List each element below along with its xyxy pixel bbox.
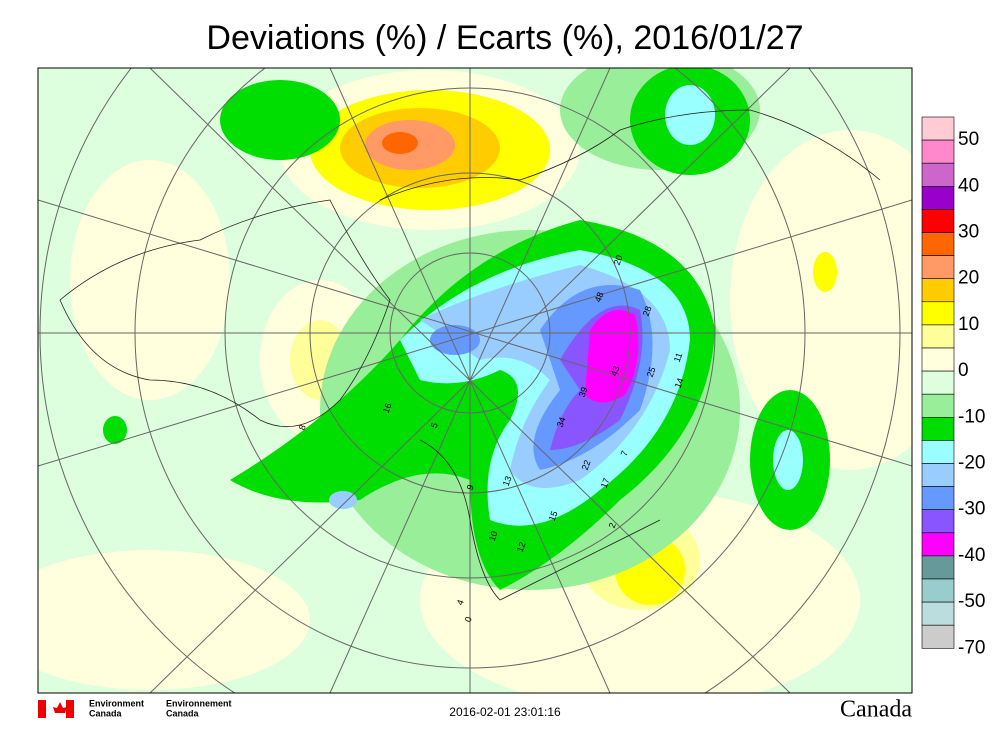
contour-label: 14: [673, 377, 686, 390]
map: [38, 68, 912, 693]
legend-swatch: [921, 370, 955, 395]
legend-swatch: [921, 162, 955, 187]
contour-label: 8: [297, 423, 308, 431]
legend-swatch: [921, 209, 955, 233]
legend-label: -70: [958, 637, 985, 658]
map-frame: [37, 67, 913, 694]
wordmark: Canada: [840, 697, 912, 723]
contour-label: 17: [599, 477, 612, 490]
contour-label: 34: [555, 416, 568, 429]
legend-swatch: [921, 463, 955, 487]
legend-label: 30: [958, 222, 979, 243]
contour-label: 2: [607, 521, 618, 529]
contour-label: 7: [619, 449, 630, 457]
contour-label: 4: [455, 598, 466, 606]
title: Deviations (%) / Ecarts (%), 2016/01/27: [206, 19, 803, 57]
legend-swatch: [921, 393, 955, 418]
dept-en: Environment: [89, 698, 144, 708]
legend-swatch: [921, 232, 955, 256]
legend-label: -10: [958, 406, 985, 427]
legend-label: 40: [958, 175, 979, 196]
contour-label: 0: [463, 615, 474, 623]
contour-label: 10: [487, 530, 500, 543]
contour-label: 28: [641, 305, 654, 318]
legend-swatch: [921, 509, 955, 534]
legend-label: -20: [958, 453, 985, 474]
legend-swatch: [921, 555, 955, 580]
contour-label: 22: [580, 459, 593, 472]
legend-swatch: [921, 324, 955, 349]
contour-label: 9: [465, 483, 476, 491]
legend-swatch: [921, 139, 955, 164]
legend-swatch: [921, 532, 955, 557]
legend-swatch: [921, 601, 955, 626]
country-fr: Canada: [166, 708, 200, 718]
legend-label: 50: [958, 129, 979, 150]
legend: 50 40 30 20 10 0 -10 -20 -30 -40 -50 -70: [921, 116, 985, 658]
contour-label: 5: [429, 421, 440, 429]
legend-swatch: [921, 347, 955, 372]
contour-label: 43: [609, 365, 622, 378]
contour-label: 15: [547, 510, 560, 523]
contour-label: 39: [577, 386, 590, 399]
legend-label: 20: [958, 268, 979, 289]
footer: Environment Canada Environnement Canada …: [38, 697, 912, 723]
contour-label: 48: [593, 291, 606, 304]
legend-label: -40: [958, 545, 985, 566]
legend-swatch: [921, 116, 955, 141]
contour-label: 25: [645, 366, 658, 379]
legend-swatch: [921, 255, 955, 280]
contour-label: 16: [381, 402, 394, 415]
legend-swatch: [921, 486, 955, 511]
legend-label: 0: [958, 360, 969, 381]
legend-swatch: [921, 301, 955, 326]
contour-label: 20: [612, 254, 625, 267]
contour-label: 11: [672, 351, 685, 363]
legend-swatch: [921, 578, 955, 603]
timestamp: 2016-02-01 23:01:16: [449, 705, 561, 719]
legend-label: -50: [958, 591, 985, 612]
legend-label: 10: [958, 314, 979, 335]
legend-swatch: [921, 278, 955, 303]
legend-swatch: [921, 416, 955, 441]
legend-swatch: [921, 186, 955, 210]
contour-label: 13: [501, 475, 514, 488]
legend-swatch: [921, 440, 955, 464]
legend-label: -30: [958, 499, 985, 520]
dept-fr: Environnement: [166, 698, 232, 708]
country-en: Canada: [89, 708, 123, 718]
legend-swatch: [921, 624, 955, 649]
contour-label: 12: [515, 541, 528, 554]
